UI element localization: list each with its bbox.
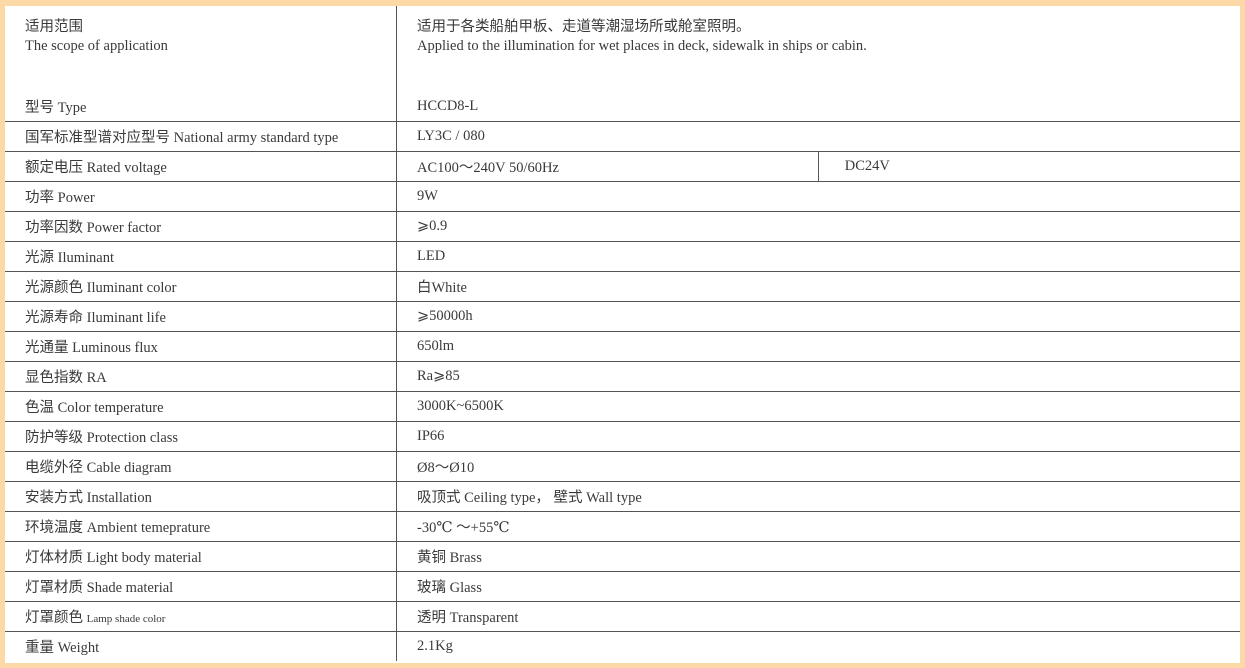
row-value: 2.1Kg: [417, 638, 453, 654]
row-label: 功率 Power: [5, 181, 397, 212]
row-value: 透明 Transparent: [396, 601, 1240, 632]
table-row: 额定电压 Rated voltage AC100～240V 50/60Hz DC24…: [5, 151, 1240, 182]
row-value: AC100～240V 50/60Hz: [396, 151, 819, 182]
table-row: 光源寿命 Iluminant life ⩾50000h: [5, 301, 1240, 332]
row-value: 吸顶式 Ceiling type， 壁式 Wall type: [396, 481, 1240, 512]
row-value: 白White: [396, 271, 1240, 302]
table-row: 光源颜色 Iluminant color 白White: [5, 271, 1240, 302]
scope-value-en: Applied to the illumination for wet plac…: [417, 38, 867, 54]
row-label: 型号 Type: [5, 92, 397, 122]
row-value: ⩾50000h: [396, 301, 1240, 332]
row-label: 灯体材质 Light body material: [5, 541, 397, 572]
table-row: 功率因数 Power factor ⩾0.9: [5, 211, 1240, 242]
row-label: 光源颜色 Iluminant color: [5, 271, 397, 302]
table-row: 型号 Type HCCD8-L: [5, 92, 1240, 122]
row-label: 光通量 Luminous flux: [5, 331, 397, 362]
table-row: 灯体材质 Light body material 黄铜 Brass: [5, 541, 1240, 572]
row-value: 9W: [396, 181, 1240, 212]
row-value: Ra⩾85: [396, 361, 1240, 392]
row-label: 电缆外径 Cable diagram: [5, 451, 397, 482]
row-label: 色温 Color temperature: [5, 391, 397, 422]
row-label: 安装方式 Installation: [5, 481, 397, 512]
scope-value-cn: 适用于各类船舶甲板、走道等潮湿场所或舱室照明。: [417, 19, 751, 35]
scope-value: 适用于各类船舶甲板、走道等潮湿场所或舱室照明。 Applied to the il…: [397, 6, 1241, 92]
spec-table: 适用范围 The scope of application 适用于各类船舶甲板、走…: [5, 6, 1240, 661]
row-label: 额定电压 Rated voltage: [5, 151, 397, 182]
row-label: 灯罩颜色 Lamp shade color: [5, 601, 397, 632]
table-row: 重量 Weight 2.1Kg: [5, 631, 1240, 661]
scope-label-cn: 适用范围: [25, 19, 83, 35]
row-value: LED: [396, 241, 1240, 272]
table-row: 适用范围 The scope of application 适用于各类船舶甲板、走…: [5, 6, 1240, 92]
row-label: 国军标准型谱对应型号 National army standard type: [5, 121, 397, 152]
scope-label-en: The scope of application: [25, 38, 168, 54]
table-row: 灯罩材质 Shade material 玻璃 Glass: [5, 571, 1240, 602]
row-value: ⩾0.9: [396, 211, 1240, 242]
table-row: 电缆外径 Cable diagram Ø8～Ø10: [5, 451, 1240, 482]
row-value: IP66: [396, 421, 1240, 452]
row-label-en: Lamp shade color: [86, 613, 166, 625]
row-value: 玻璃 Glass: [396, 571, 1240, 602]
row-label-cn: 灯罩颜色: [25, 610, 83, 626]
table-row: 色温 Color temperature 3000K~6500K: [5, 391, 1240, 422]
row-value: LY3C / 080: [396, 121, 1240, 152]
row-value: HCCD8-L: [396, 92, 1240, 122]
table-row: 显色指数 RA Ra⩾85: [5, 361, 1240, 392]
table-row: 防护等级 Protection class IP66: [5, 421, 1240, 452]
table-row: 环境温度 Ambient temeprature -30℃ ～+55℃: [5, 511, 1240, 542]
table-row: 安装方式 Installation 吸顶式 Ceiling type， 壁式 Wa…: [5, 481, 1240, 512]
scope-label: 适用范围 The scope of application: [5, 6, 397, 92]
row-label: 环境温度 Ambient temeprature: [5, 511, 397, 542]
table-row: 功率 Power 9W: [5, 181, 1240, 212]
row-value: Ø8～Ø10: [396, 451, 1240, 482]
row-value: 黄铜 Brass: [396, 541, 1240, 572]
row-value: -30℃ ～+55℃: [396, 511, 1240, 542]
table-row: 灯罩颜色 Lamp shade color 透明 Transparent: [5, 601, 1240, 632]
table-row: 国军标准型谱对应型号 National army standard type LY…: [5, 121, 1240, 152]
row-label: 防护等级 Protection class: [5, 421, 397, 452]
row-label: 灯罩材质 Shade material: [5, 571, 397, 602]
row-label: 功率因数 Power factor: [5, 211, 397, 242]
row-label: 显色指数 RA: [5, 361, 397, 392]
table-row: 光通量 Luminous flux 650lm: [5, 331, 1240, 362]
row-value: 3000K~6500K: [396, 391, 1240, 422]
row-label: 光源 Iluminant: [5, 241, 397, 272]
row-value-dc: DC24V: [818, 151, 1240, 182]
row-label: 重量 Weight: [5, 631, 397, 661]
table-row: 光源 Iluminant LED: [5, 241, 1240, 272]
row-label: 光源寿命 Iluminant life: [5, 301, 397, 332]
row-value: 650lm: [396, 331, 1240, 362]
